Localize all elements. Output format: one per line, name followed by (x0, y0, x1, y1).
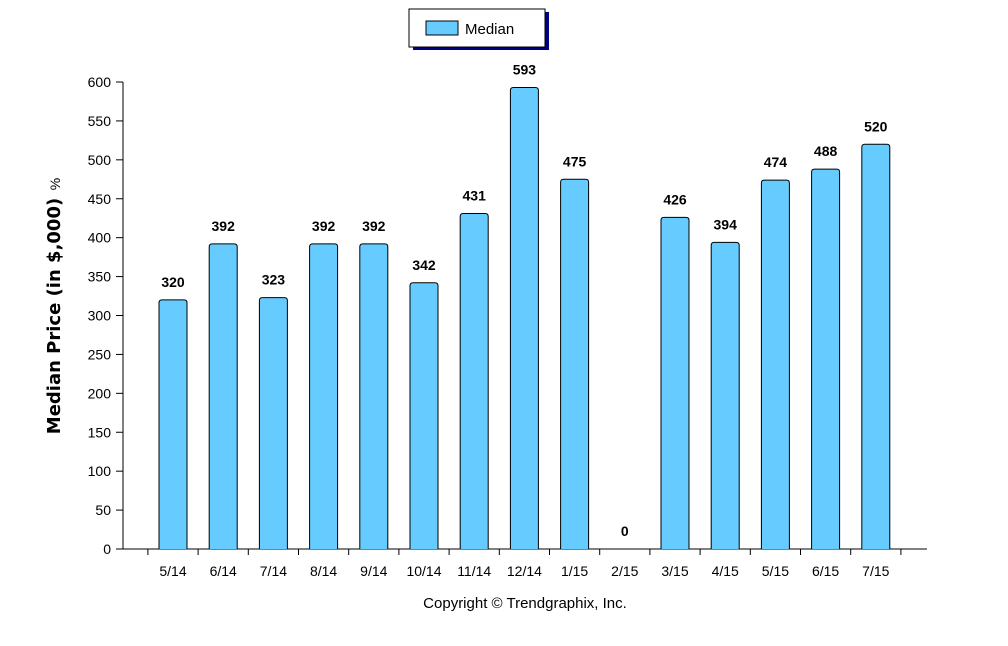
axes: 0 50 100 150 200 250 300 350 400 450 500 550 600 5/14… (88, 74, 927, 579)
legend-swatch (425, 20, 459, 36)
bar (760, 179, 790, 549)
x-tick-label: 7/15 (862, 563, 889, 579)
data-label: 342 (412, 257, 436, 273)
data-label: 323 (262, 272, 286, 288)
x-tick-label: 9/14 (360, 563, 387, 579)
y-tick-label: 450 (88, 191, 112, 207)
bar (158, 299, 188, 549)
data-label: 320 (161, 274, 185, 290)
x-tick-label: 10/14 (406, 563, 441, 579)
y-tick-label: 0 (103, 541, 111, 557)
data-label: 426 (663, 191, 687, 207)
y-tick-label: 200 (88, 385, 112, 401)
y-tick-label: 300 (88, 308, 112, 324)
x-tick-label: 7/14 (260, 563, 287, 579)
y-tick-label: 250 (88, 346, 112, 362)
data-label: 475 (563, 153, 587, 169)
bar (409, 282, 439, 549)
y-tick-label: 50 (95, 502, 111, 518)
data-label: 394 (714, 216, 738, 232)
bar (509, 86, 539, 549)
y-tick-label: 100 (88, 463, 112, 479)
x-tick-label: 6/15 (812, 563, 839, 579)
y-axis-unit: % (47, 178, 63, 190)
data-label: 392 (362, 218, 386, 234)
x-tick-label: 11/14 (457, 563, 491, 579)
labels: 320 392 323 392 392 342 431 593 475 0 426 394 474 488… (161, 61, 887, 539)
y-axis-title: Median Price (in $,000) % (44, 178, 65, 434)
data-label: 0 (621, 523, 629, 539)
data-label: 488 (814, 143, 838, 159)
y-tick-label: 500 (88, 152, 112, 168)
x-tick-label: 5/15 (762, 563, 789, 579)
legend-label: Median (465, 21, 514, 38)
y-tick-label: 150 (88, 424, 112, 440)
bar (660, 216, 690, 549)
y-tick-label: 350 (88, 269, 112, 285)
copyright-footer: Copyright © Trendgraphix, Inc. (423, 595, 627, 612)
y-axis-label: Median Price (in $,000) (44, 198, 65, 434)
legend: Median (408, 8, 549, 50)
x-tick-label: 1/15 (561, 563, 588, 579)
y-tick-label: 600 (88, 74, 112, 90)
bar (459, 213, 489, 549)
bar (309, 243, 339, 549)
bar (811, 168, 841, 549)
bar (208, 243, 238, 549)
data-label: 392 (212, 218, 236, 234)
x-tick-label: 12/14 (507, 563, 542, 579)
x-tick-label: 5/14 (159, 563, 186, 579)
bar (560, 178, 590, 549)
bar (359, 243, 389, 549)
x-tick-label: 4/15 (712, 563, 739, 579)
bar (710, 241, 740, 549)
data-label: 392 (312, 218, 336, 234)
data-label: 593 (513, 61, 537, 77)
data-label: 431 (463, 188, 487, 204)
y-tick-label: 550 (88, 113, 112, 129)
data-label: 474 (764, 154, 788, 170)
x-tick-label: 6/14 (210, 563, 237, 579)
data-label: 520 (864, 118, 888, 134)
bars (158, 86, 891, 549)
y-tick-label: 400 (88, 230, 112, 246)
bar (861, 143, 891, 549)
x-tick-label: 8/14 (310, 563, 337, 579)
bar (258, 297, 288, 549)
x-tick-label: 3/15 (661, 563, 688, 579)
x-tick-label: 2/15 (611, 563, 638, 579)
